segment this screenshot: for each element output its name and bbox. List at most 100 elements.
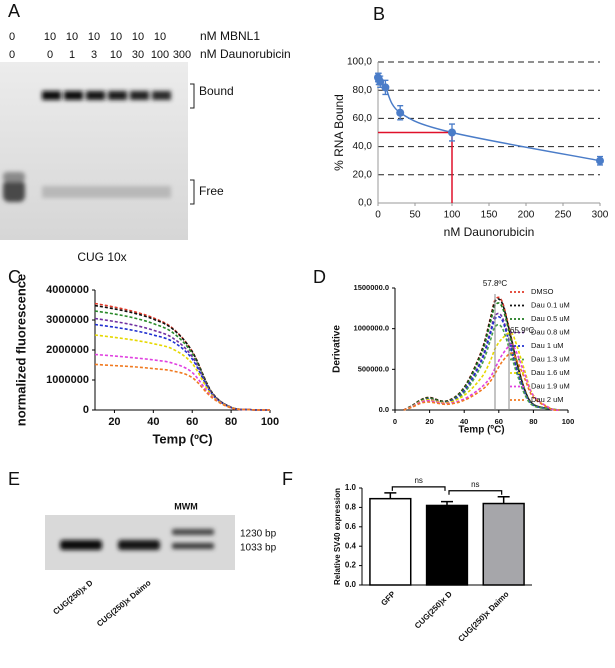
legend-label: Dau 0.1 uM	[531, 300, 570, 309]
x-tick-label: 80	[225, 416, 237, 428]
x-tick-label: 80	[529, 417, 537, 426]
series-line	[94, 323, 271, 411]
x-tick-label: CUG(250)x Daimo	[456, 589, 510, 643]
y-tick-label: 0.2	[345, 561, 357, 570]
series-line	[94, 363, 271, 411]
lane-value: 3	[91, 49, 97, 61]
x-axis-label: nM Daunorubicin	[444, 225, 535, 239]
x-tick-label: 40	[460, 417, 468, 426]
significance-label: ns	[414, 476, 422, 485]
y-tick-label: 20,0	[353, 169, 373, 180]
series-line	[403, 302, 560, 411]
x-axis-label: Temp (ºC)	[458, 425, 504, 436]
lane-value: 10	[154, 31, 166, 43]
x-tick-label: 40	[147, 416, 159, 428]
y-tick-label: 1500000.0	[354, 283, 389, 292]
y-tick-label: 40,0	[353, 141, 373, 152]
data-point	[376, 77, 385, 86]
error-bar	[497, 495, 510, 504]
lane-value: 30	[132, 49, 144, 61]
y-axis-label: Derivative	[332, 325, 343, 373]
lane-value: 1	[69, 49, 75, 61]
legend-label: Dau 1 uM	[531, 341, 564, 350]
row-label: nM MBNL1	[200, 29, 260, 43]
series-line	[403, 331, 560, 411]
y-axis-label: normalized fluorescence	[13, 274, 28, 426]
x-tick-label: 250	[555, 210, 572, 221]
x-tick-label: 60	[186, 416, 198, 428]
legend-label: Dau 2 uM	[531, 395, 564, 404]
y-tick-label: 1.0	[345, 483, 357, 492]
size-label: 1230 bp	[240, 529, 277, 540]
size-label: 1033 bp	[240, 543, 277, 554]
panel-label: E	[8, 469, 20, 489]
y-axis-label: % RNA Bound	[332, 94, 346, 171]
panel-label: D	[313, 267, 326, 287]
lane-value: 10	[88, 31, 100, 43]
data-point	[596, 156, 604, 165]
significance-bracket	[391, 486, 446, 491]
legend-label: Dau 1.6 uM	[531, 368, 570, 377]
x-tick-label: 20	[425, 417, 433, 426]
row-label: nM Daunorubicin	[200, 47, 291, 61]
x-tick-label: 100	[562, 417, 575, 426]
y-tick-label: 500000.0	[358, 364, 389, 373]
data-point	[396, 108, 405, 117]
y-tick-label: 1000000	[46, 374, 89, 386]
lane-value: 10	[44, 31, 56, 43]
ladder-label: MWM	[174, 501, 198, 511]
significance-bracket	[448, 490, 503, 495]
y-axis-label: Relative SV40 expression	[333, 488, 342, 585]
gel-caption: CUG 10x	[77, 250, 126, 264]
lane-value: 0	[9, 49, 15, 61]
lane-value: 10	[66, 31, 78, 43]
series-line	[403, 344, 560, 411]
x-tick-label: 100	[444, 210, 461, 221]
panel-label: F	[282, 469, 293, 489]
data-point	[381, 83, 390, 92]
band-label: Free	[199, 184, 224, 198]
x-tick-label: CUG(250)x D	[413, 589, 454, 630]
x-tick-label: 200	[518, 210, 535, 221]
y-tick-label: 0.6	[345, 522, 357, 531]
lane-value: 100	[151, 49, 169, 61]
bound-bracket	[190, 83, 195, 109]
band-label: Bound	[199, 84, 234, 98]
series-line	[403, 352, 560, 411]
y-tick-label: 4000000	[46, 284, 89, 296]
y-tick-label: 2000000	[46, 344, 89, 356]
x-tick-label: GFP	[379, 589, 397, 607]
y-tick-label: 100,0	[347, 57, 372, 68]
significance-label: ns	[471, 480, 479, 489]
panel-label: B	[373, 4, 385, 24]
free-bracket	[190, 179, 195, 205]
lane-value: 300	[173, 49, 191, 61]
series-line	[94, 353, 271, 411]
legend-label: Dau 0.8 uM	[531, 327, 570, 336]
lane-value: 0	[47, 49, 53, 61]
y-tick-label: 0.4	[345, 541, 357, 550]
series-line	[403, 298, 560, 411]
y-tick-label: 0.0	[345, 580, 357, 589]
annotation-label: 57.8ºC	[483, 279, 507, 288]
legend-label: DMSO	[531, 287, 554, 296]
x-tick-label: 60	[495, 417, 503, 426]
x-tick-label: 100	[261, 416, 279, 428]
gel-a	[0, 62, 188, 240]
series-line	[94, 317, 271, 411]
x-tick-label: 0	[375, 210, 381, 221]
legend-label: Dau 1.9 uM	[531, 381, 570, 390]
error-bar	[384, 492, 397, 499]
panel-label: A	[8, 1, 20, 21]
y-tick-label: 0	[83, 404, 89, 416]
gel-a-bands	[3, 91, 171, 202]
legend-label: Dau 0.5 uM	[531, 314, 570, 323]
legend-label: Dau 1.3 uM	[531, 354, 570, 363]
y-tick-label: 1000000.0	[354, 324, 389, 333]
x-tick-label: 0	[393, 417, 397, 426]
bar	[482, 502, 525, 586]
x-axis-label: Temp (ºC)	[152, 431, 212, 446]
series-line	[94, 334, 271, 411]
bar	[369, 497, 412, 586]
